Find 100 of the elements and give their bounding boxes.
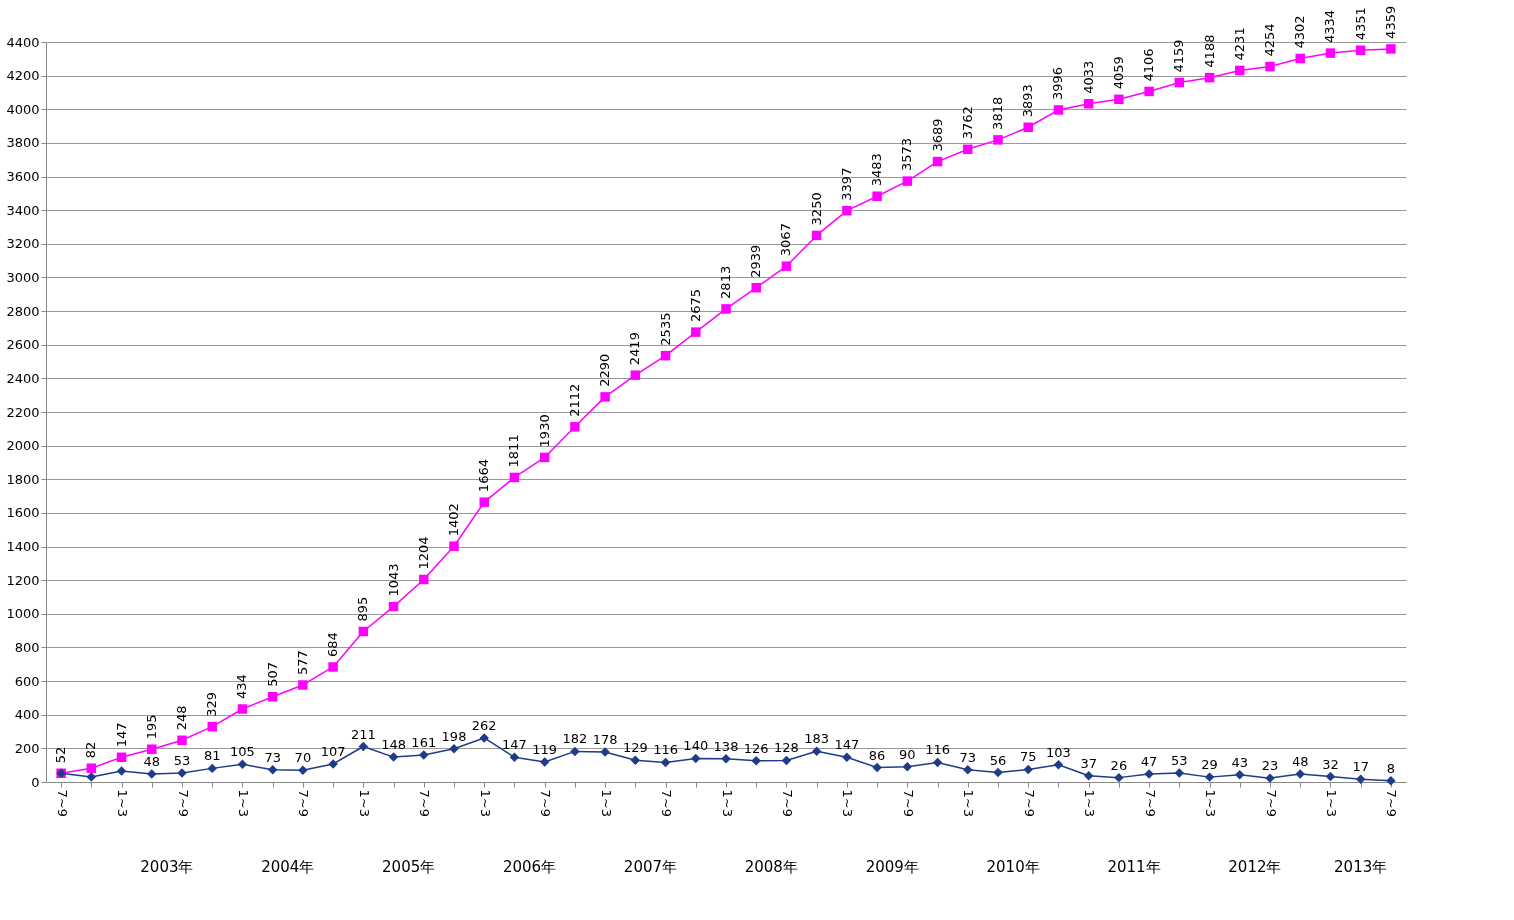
- data-label: 3397: [838, 167, 854, 201]
- point: [147, 744, 157, 754]
- data-label: 29: [1201, 757, 1218, 773]
- point: [298, 680, 308, 690]
- point: [116, 766, 127, 776]
- x-tick-label: 1~3: [598, 789, 614, 817]
- point: [388, 752, 399, 762]
- data-label: 684: [325, 632, 341, 657]
- y-tick-label: 800: [14, 639, 40, 655]
- point: [328, 662, 338, 672]
- point: [298, 765, 308, 775]
- point: [207, 721, 217, 732]
- point: [419, 574, 429, 585]
- y-tick-label: 400: [14, 707, 40, 723]
- point: [177, 735, 187, 746]
- data-label: 1043: [385, 563, 401, 597]
- data-label: 26: [1110, 757, 1128, 773]
- data-label: 2813: [718, 265, 733, 299]
- data-label: 4351: [1352, 7, 1368, 41]
- point: [1023, 764, 1033, 775]
- x-tick-label: 7~9: [1142, 789, 1158, 817]
- text: 2007年: [623, 858, 678, 876]
- point: [1325, 771, 1336, 782]
- point: [358, 626, 369, 637]
- point: [1204, 72, 1215, 83]
- x-tick-label: 1~3: [356, 789, 372, 817]
- x-tick-label: 7~9: [54, 789, 70, 817]
- data-label: 3818: [990, 96, 1005, 130]
- point: [872, 191, 882, 201]
- data-label: 4359: [1382, 5, 1398, 39]
- data-label: 8: [1386, 760, 1396, 776]
- data-label: 2112: [566, 383, 582, 417]
- y-tick-label: 1600: [6, 505, 40, 521]
- point: [358, 741, 369, 752]
- data-label: 3893: [1020, 84, 1036, 118]
- text: 2009年: [865, 858, 919, 876]
- data-label: 4188: [1201, 34, 1217, 68]
- point: [1023, 122, 1033, 133]
- text: 2013年: [1334, 858, 1388, 876]
- data-label: 1664: [476, 459, 492, 493]
- point: [630, 370, 641, 380]
- data-label: 2419: [627, 332, 643, 366]
- x-tick-label: 7~9: [779, 789, 795, 817]
- point: [932, 156, 943, 167]
- point: [1174, 77, 1185, 88]
- point: [1144, 86, 1154, 97]
- point: [449, 743, 459, 754]
- point: [479, 497, 489, 507]
- text: 2004年: [261, 858, 315, 876]
- data-label: 507: [264, 661, 280, 687]
- x-tick-label: 1~3: [1323, 789, 1339, 817]
- data-label: 90: [899, 746, 916, 762]
- data-label: 577: [294, 650, 310, 675]
- data-label: 48: [143, 753, 161, 769]
- data-label: 262: [471, 717, 497, 733]
- text: 2011年: [1107, 858, 1161, 876]
- point: [1083, 98, 1094, 109]
- data-label: 3250: [808, 192, 824, 226]
- x-tick-label: 7~9: [1384, 789, 1400, 817]
- data-label: 1930: [536, 414, 552, 448]
- point: [1265, 61, 1275, 72]
- data-label: 329: [204, 691, 220, 717]
- data-label: 3762: [959, 106, 975, 140]
- data-label: 211: [350, 726, 376, 742]
- y-tick-label: 3400: [6, 202, 40, 218]
- point: [1295, 53, 1305, 64]
- point: [811, 746, 822, 756]
- y-tick-label: 3200: [6, 236, 40, 252]
- y-tick-label: 200: [14, 740, 40, 756]
- y-tick-label: 1400: [6, 539, 40, 555]
- data-label: 56: [989, 752, 1007, 768]
- data-label: 4254: [1262, 23, 1277, 57]
- point: [660, 350, 671, 361]
- data-label: 895: [355, 596, 371, 622]
- point: [479, 733, 489, 743]
- point: [570, 746, 580, 757]
- point: [509, 752, 520, 763]
- point: [449, 541, 459, 551]
- point: [691, 753, 701, 764]
- point: [932, 757, 943, 768]
- data-label: 161: [411, 734, 437, 750]
- data-label: 3689: [929, 118, 945, 152]
- data-label: 195: [143, 714, 159, 740]
- x-tick-label: 7~9: [296, 789, 312, 817]
- data-label: 138: [713, 738, 739, 754]
- point: [781, 261, 792, 271]
- data-label: 147: [502, 737, 527, 753]
- point: [630, 755, 641, 766]
- x-tick-label: 7~9: [417, 789, 433, 817]
- point: [388, 601, 399, 612]
- data-label: 140: [683, 738, 709, 754]
- data-label: 75: [1019, 749, 1037, 765]
- data-label: 2675: [687, 289, 703, 323]
- point: [1386, 775, 1396, 786]
- point: [1174, 768, 1185, 778]
- point: [207, 763, 217, 774]
- point: [751, 756, 761, 766]
- data-label: 183: [804, 731, 830, 747]
- data-label: 1402: [446, 503, 461, 537]
- data-label: 105: [230, 744, 255, 760]
